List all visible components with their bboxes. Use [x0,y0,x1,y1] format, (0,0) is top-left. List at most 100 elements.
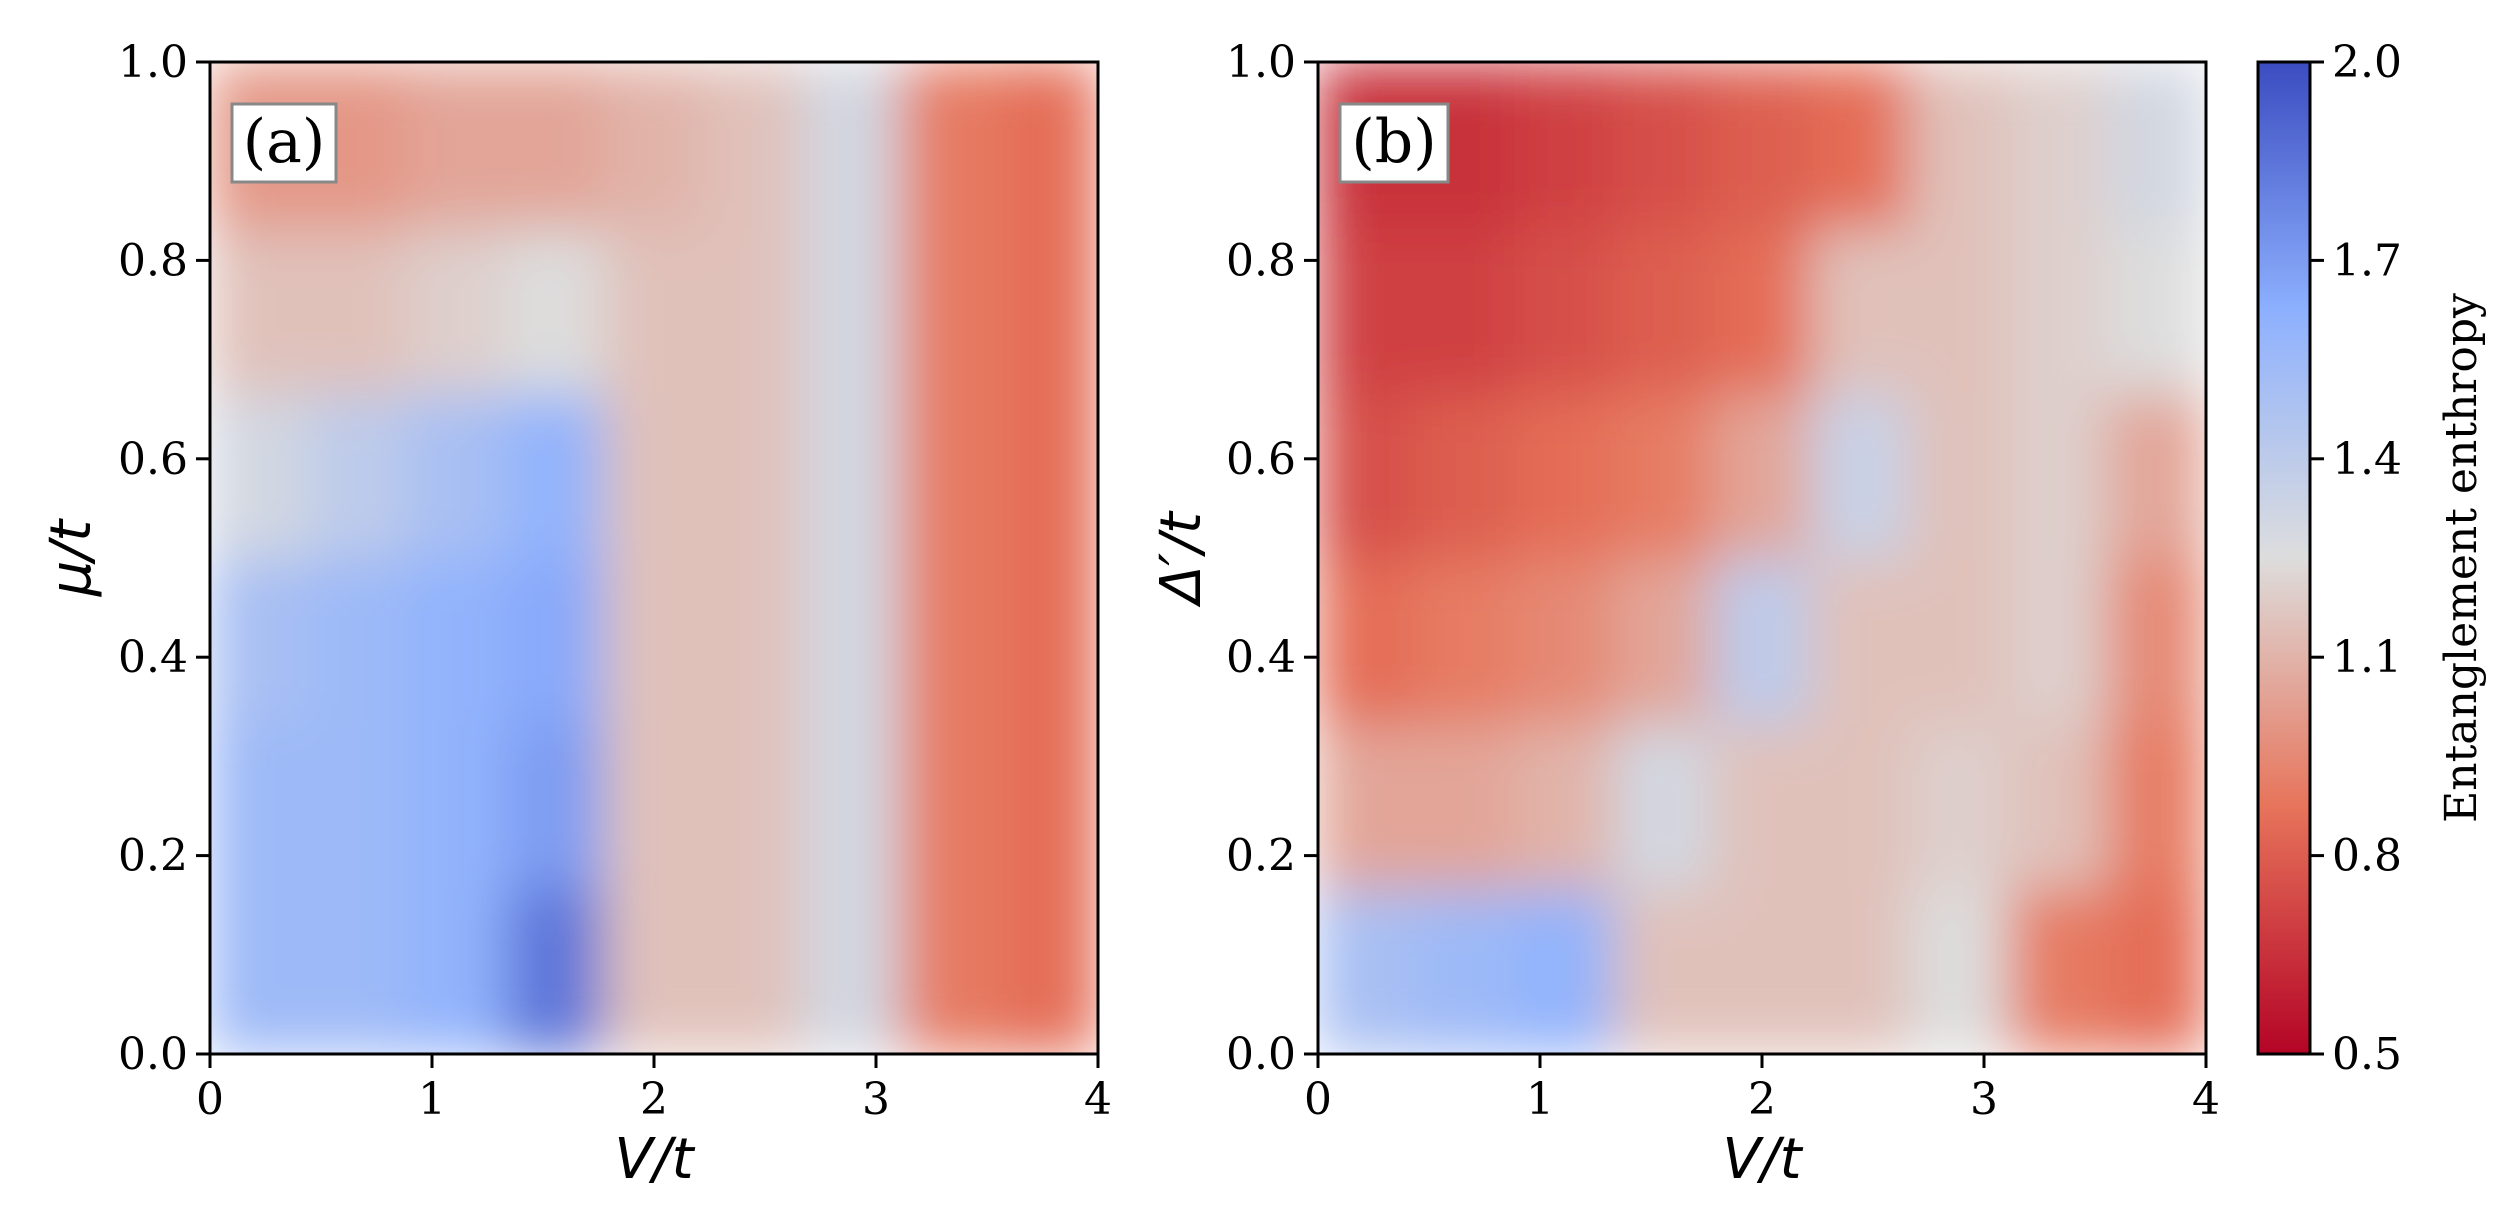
heatmap-cell [406,887,507,1054]
axis-ticks-a: 0 1 2 3 4 0.0 0.2 0.4 0.6 0.8 1.0 [118,37,1112,1125]
colorbar: 2.0 1.7 1.4 1.1 0.8 0.5 Entanglement enthropy [2256,37,2487,1080]
x-tick-label: 4 [2192,1074,2220,1125]
heatmap-cell [899,887,1001,1054]
heatmap-cell [998,226,1098,394]
heatmap-cell [1909,62,2010,229]
heatmap-cell [505,887,606,1054]
x-tick-label: 1 [418,1074,446,1125]
heatmap-cell [210,226,310,394]
heatmap-cell [1711,557,1813,725]
y-tick-label: 0.4 [1226,632,1296,683]
heatmap-cell [307,226,409,394]
heatmap-cell [1318,722,1418,890]
y-tick-label: 0.8 [118,235,188,286]
panel-label-box-a [230,102,338,184]
heatmap-cell [998,62,1098,229]
heatmap-cell [1810,226,1911,394]
heatmap-cell [505,391,606,559]
heatmap-cell [307,722,409,890]
heatmap-cell [1415,226,1517,394]
heatmap-cell [1318,557,1418,725]
heatmap-cell [1909,391,2010,559]
heatmap-cell [603,226,705,394]
heatmap-cell [307,557,409,725]
heatmap-cell [1415,722,1517,890]
heatmap-cell [702,62,803,229]
heatmap-cell [406,391,507,559]
heatmap-cell [1514,226,1615,394]
heatmap-cell [1514,62,1615,229]
heatmap-cell [307,887,409,1054]
heatmap-cell [2106,62,2206,229]
heatmap-cells-b [1318,62,2206,1054]
heatmap-cell [1810,722,1911,890]
heatmap-cell [899,391,1001,559]
heatmap-cell [505,722,606,890]
heatmap-cell [603,62,705,229]
axis-ticks-b: 0 1 2 3 4 0.0 0.2 0.4 0.6 0.8 1.0 [1226,37,2220,1125]
y-tick-label: 1.0 [118,37,188,88]
heatmap-panel-b: 0 1 2 3 4 0.0 0.2 0.4 0.6 0.8 1.0 (b) V/t Δ′/t [1149,37,2220,1192]
heatmap-cell [801,226,902,394]
heatmap-cells-a [210,62,1098,1054]
y-tick-label: 0.6 [118,434,188,485]
heatmap-cell [210,557,310,725]
x-tick-label: 0 [1304,1074,1332,1125]
heatmap-cell [702,887,803,1054]
colorbar-tick-label: 1.1 [2332,632,2402,683]
heatmap-cell [1514,887,1615,1054]
x-tick-label: 3 [862,1074,890,1125]
y-tick-label: 0.0 [118,1029,188,1080]
heatmap-cell [1613,887,1714,1054]
y-axis-title-b: Δ′/t [1149,510,1214,608]
y-tick-label: 0.6 [1226,434,1296,485]
heatmap-cell [2106,226,2206,394]
x-tick-label: 3 [1970,1074,1998,1125]
heatmap-cell [1810,62,1911,229]
heatmap-cell [998,391,1098,559]
heatmap-cell [2007,226,2109,394]
heatmap-cell [1909,226,2010,394]
heatmap-cell [1415,391,1517,559]
heatmap-cell [899,226,1001,394]
heatmap-cell [603,887,705,1054]
heatmap-cell [702,391,803,559]
y-tick-label: 0.4 [118,632,188,683]
heatmap-cell [998,557,1098,725]
heatmap-cell [1711,887,1813,1054]
x-tick-label: 2 [1748,1074,1776,1125]
heatmap-cell [1613,557,1714,725]
heatmap-cell [210,887,310,1054]
heatmap-panel-a: 0 1 2 3 4 0.0 0.2 0.4 0.6 0.8 1.0 (a) V/t μ/t [39,37,1112,1192]
heatmap-cell [998,722,1098,890]
x-axis-title-b: V/t [1722,1127,1803,1192]
panel-label-box-b [1338,102,1450,184]
colorbar-tick-label: 1.4 [2332,434,2402,485]
panel-label-b: (b) [1351,107,1436,177]
heatmap-cell [406,226,507,394]
y-tick-label: 0.2 [1226,831,1296,882]
heatmap-cell [2007,887,2109,1054]
heatmap-cell [1514,722,1615,890]
heatmap-cell [2106,557,2206,725]
y-tick-label: 0.0 [1226,1029,1296,1080]
heatmap-cell-group [1318,62,2206,1054]
heatmap-cell [801,391,902,559]
heatmap-cell [1318,391,1418,559]
y-tick-label: 1.0 [1226,37,1296,88]
colorbar-gradient [2256,60,2312,1056]
y-tick-label: 0.2 [118,831,188,882]
colorbar-tick-label: 2.0 [2332,37,2402,88]
heatmap-cell [1711,226,1813,394]
x-tick-label: 4 [1084,1074,1112,1125]
y-axis-title-a: μ/t [39,518,104,597]
heatmap-cell [1810,887,1911,1054]
heatmap-cell [406,557,507,725]
colorbar-tick-label: 1.7 [2332,235,2402,286]
heatmap-cell [406,62,507,229]
heatmap-cell [899,62,1001,229]
heatmap-cell [1613,226,1714,394]
heatmap-cell [1318,226,1418,394]
heatmap-cell [899,557,1001,725]
heatmap-cell [1909,887,2010,1054]
